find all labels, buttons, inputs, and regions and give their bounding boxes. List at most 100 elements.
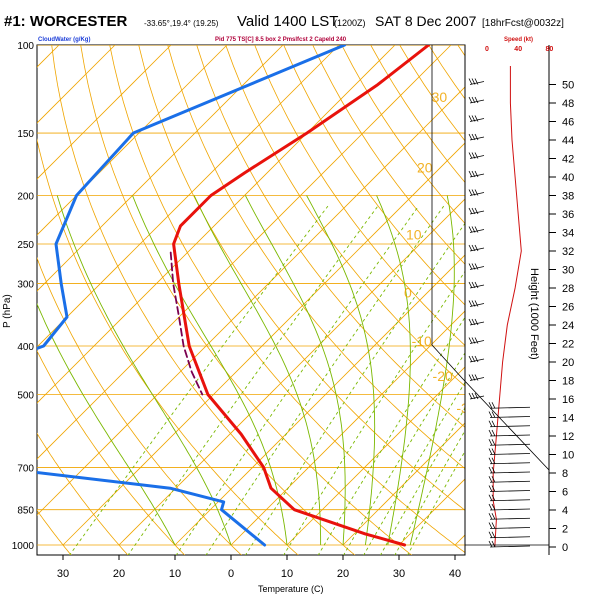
wind-barb-flag <box>488 448 493 455</box>
wind-barb-flag <box>491 503 496 511</box>
wind-barb-flag <box>474 337 479 344</box>
height-tick-label: 48 <box>562 98 574 110</box>
x-tick-label: 10 <box>281 568 293 580</box>
station-title: #1: WORCESTER <box>4 13 128 30</box>
wind-barb-flag <box>491 448 496 455</box>
moist-adiabat-line <box>56 195 232 546</box>
wind-barb-flag <box>468 300 473 307</box>
wind-barb-flag <box>491 522 496 529</box>
wind-barb-flag <box>474 207 479 215</box>
mixing-ratio-line <box>175 205 419 555</box>
wind-barb <box>488 466 531 474</box>
wind-barb-flag <box>468 133 473 141</box>
x-tick-label: 20 <box>337 568 349 580</box>
wind-barb-shaft <box>489 416 531 418</box>
wind-barb <box>488 429 531 437</box>
isotherm-line <box>118 198 465 546</box>
wind-barb-flag <box>471 189 476 196</box>
height-tick-label: 10 <box>562 450 574 462</box>
height-tick-label: 16 <box>562 394 574 406</box>
wind-barb-flag <box>474 115 479 122</box>
y-axis-label: P (hPa) <box>2 294 13 328</box>
wind-barb-flag <box>471 207 476 215</box>
moist-adiabat-line <box>306 195 376 546</box>
mixing-ratio-label: 28 <box>581 221 593 233</box>
speed-tick-label: 80 <box>546 46 554 53</box>
dry-adiabat-label: 30 <box>432 89 448 105</box>
wind-barb-flag <box>488 420 493 427</box>
parcel-profile-line <box>169 251 204 396</box>
wind-barb-flag <box>468 318 473 326</box>
wind-barb-shaft <box>489 406 531 409</box>
dry-adiabat-line <box>196 45 465 428</box>
moist-adiabat-line <box>245 195 346 546</box>
dry-adiabat-line <box>254 45 465 346</box>
pressure-tick-label: 400 <box>17 342 34 353</box>
wind-barb-flag <box>488 540 493 548</box>
height-tick-label: 38 <box>562 191 574 203</box>
height-tick-label: 32 <box>562 246 574 258</box>
mixing-ratio-label: 32 <box>591 221 600 233</box>
wind-barb-shaft <box>489 499 531 502</box>
wind-barb-flag <box>471 300 476 307</box>
wind-barb <box>488 411 531 418</box>
wind-barb <box>468 355 485 363</box>
wind-barb-flag <box>491 466 496 474</box>
wind-barb-flag <box>471 392 476 400</box>
speed-label: Speed (kt) <box>504 37 533 43</box>
wind-barb-flag <box>488 457 493 464</box>
x-tick-label: 0 <box>228 568 234 580</box>
wind-barb-shaft <box>489 527 531 529</box>
dry-adiabat-label: -10 <box>412 333 432 349</box>
height-tick-label: 36 <box>562 209 574 221</box>
wind-barb <box>468 392 485 400</box>
mixing-ratio-line <box>394 429 465 555</box>
height-tick-label: 30 <box>562 265 574 277</box>
wind-speed-line <box>492 66 522 548</box>
isotherm-line <box>37 86 465 516</box>
wind-barb <box>488 420 531 428</box>
wind-barb-flag <box>488 429 493 437</box>
height-tick-label: 22 <box>562 339 574 351</box>
height-tick-label: 12 <box>562 431 574 443</box>
wind-barb-flag <box>471 374 476 381</box>
pressure-tick-label: 500 <box>17 390 34 401</box>
height-tick-label: 40 <box>562 172 574 184</box>
wind-barb-flag <box>471 263 476 270</box>
wind-barb <box>468 263 485 270</box>
wind-barb-flag <box>468 392 473 400</box>
wind-barb <box>488 476 531 483</box>
valid-time: Valid 1400 LST <box>237 13 338 30</box>
wind-barb <box>468 133 485 141</box>
dry-adiabat-label: -20 <box>433 368 453 384</box>
wind-barb-flag <box>488 513 493 520</box>
wind-barb-flag <box>468 281 473 289</box>
isotherm-line <box>511 45 600 545</box>
wind-barb-flag <box>468 226 473 233</box>
pressure-tick-label: 1000 <box>12 541 35 552</box>
height-tick-label: 42 <box>562 154 574 166</box>
wind-barb-flag <box>471 115 476 122</box>
moist-adiabat-line <box>193 195 322 545</box>
mixing-ratio-label: 12 <box>516 221 528 233</box>
height-tick-label: 14 <box>562 413 574 425</box>
height-tick-label: 26 <box>562 302 574 314</box>
wind-barb <box>488 513 531 520</box>
dry-adiabat-line <box>138 45 465 511</box>
isotherm-line <box>342 422 465 546</box>
wind-barb-flag <box>474 96 479 104</box>
mixing-ratio-line <box>380 407 465 555</box>
dry-adiabat-line <box>37 432 129 555</box>
mixing-ratio-line <box>127 205 379 555</box>
wind-barb <box>488 540 531 548</box>
x-tick-label: 10 <box>169 568 181 580</box>
dry-adiabat-line <box>51 45 356 555</box>
wind-barb-shaft <box>489 425 531 428</box>
height-tick-label: 18 <box>562 376 574 388</box>
wind-barb <box>488 494 531 502</box>
wind-barb <box>488 457 531 465</box>
wind-barb-flag <box>491 513 496 520</box>
wind-barb-flag <box>468 115 473 122</box>
wind-barb-shaft <box>489 545 531 548</box>
dry-adiabat-line <box>37 256 242 555</box>
